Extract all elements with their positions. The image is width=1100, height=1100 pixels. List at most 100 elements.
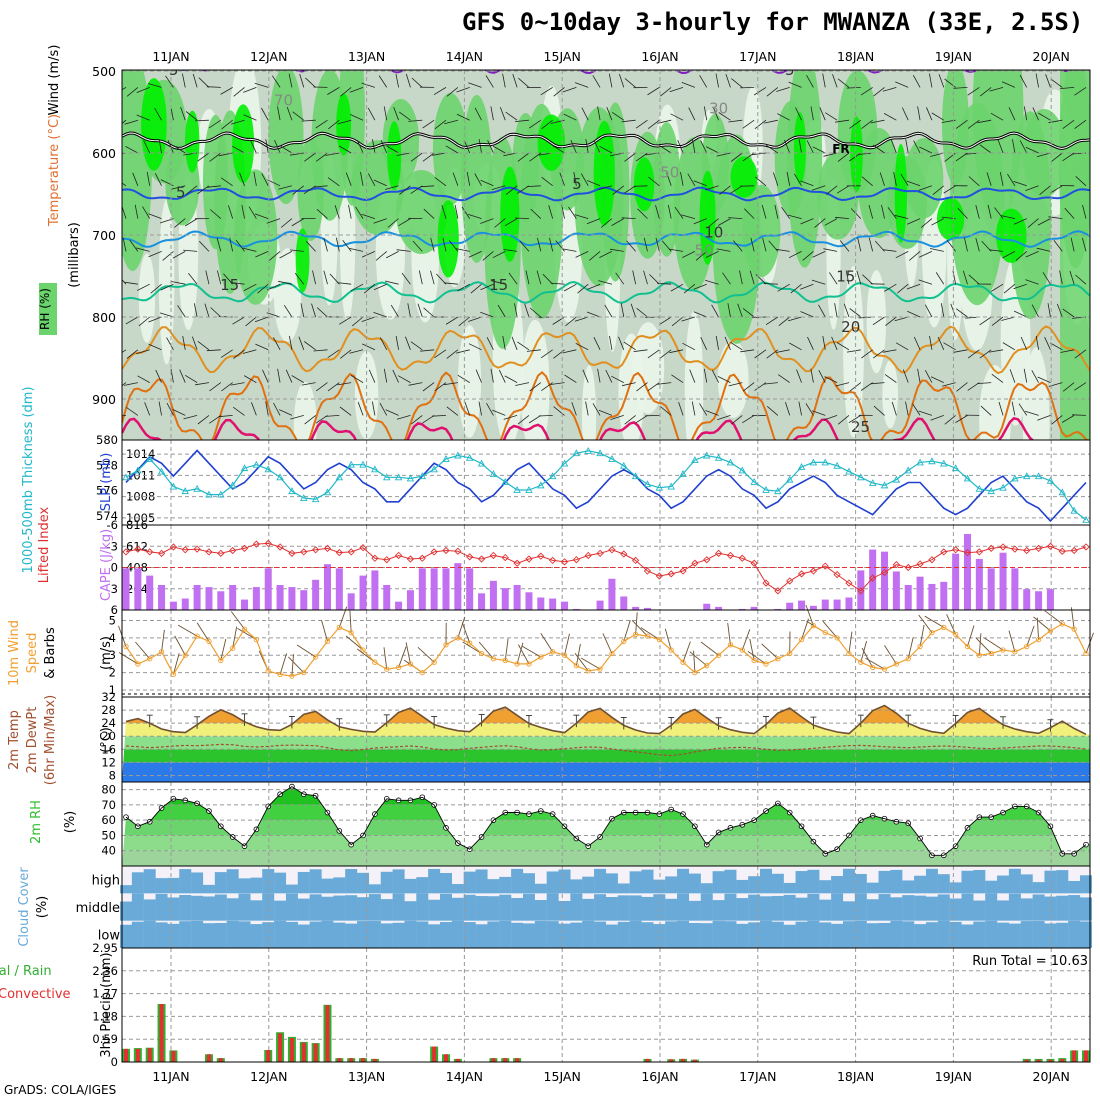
cloud-cover-cell bbox=[712, 900, 725, 921]
cape-bar bbox=[703, 603, 711, 610]
wind-barb bbox=[1062, 308, 1075, 318]
rh-saturated-region bbox=[996, 208, 1027, 263]
cloud-cover-cell bbox=[878, 922, 891, 948]
wind-barb bbox=[528, 415, 542, 424]
wind-barb bbox=[298, 336, 305, 350]
cloud-cover-cell bbox=[558, 923, 571, 948]
cloud-cover-cell bbox=[357, 872, 370, 894]
wind-barb bbox=[517, 415, 530, 425]
temperature-legend: Temperature (°C) bbox=[47, 114, 62, 227]
wind-barb bbox=[125, 146, 139, 154]
wind-barb bbox=[1019, 140, 1028, 154]
wind-barb-10m bbox=[640, 627, 660, 640]
wind-barb bbox=[894, 316, 909, 322]
lifted-index-point bbox=[371, 554, 379, 562]
contour-label: 15 bbox=[489, 276, 508, 294]
wind-barb bbox=[395, 73, 399, 88]
cloud-cover-cell bbox=[475, 869, 488, 894]
pressure-tick-label: 600 bbox=[92, 146, 116, 161]
wind-barb bbox=[946, 240, 956, 252]
pressure-tick-label: 500 bbox=[92, 64, 116, 79]
wind-barb bbox=[1035, 335, 1039, 350]
wind-speed-point bbox=[253, 636, 260, 643]
convective-bar bbox=[218, 1058, 223, 1062]
wind-barb bbox=[363, 283, 376, 294]
cape-bar bbox=[596, 600, 604, 610]
wind-barb bbox=[987, 204, 992, 219]
cape-bar bbox=[288, 587, 296, 610]
wind-barb bbox=[1032, 107, 1039, 121]
wind-barb bbox=[280, 218, 293, 228]
wind-barb bbox=[858, 152, 873, 155]
date-label-top: 19JAN bbox=[935, 49, 972, 64]
wind-barb bbox=[1042, 272, 1051, 285]
wind-barb bbox=[375, 251, 387, 261]
wind-barb-10m bbox=[504, 638, 509, 661]
cloud-cover-cell bbox=[416, 921, 429, 948]
wind-barb bbox=[722, 272, 731, 285]
wind-barb bbox=[989, 249, 1004, 252]
cape-bar bbox=[312, 579, 320, 610]
wind-barb bbox=[883, 113, 897, 121]
convective-bar bbox=[491, 1058, 496, 1062]
wind-barb bbox=[691, 401, 696, 416]
wind-speed-point bbox=[917, 643, 923, 650]
wind-barb bbox=[417, 303, 423, 318]
wind-barb-10m bbox=[232, 626, 238, 649]
wind-barb bbox=[243, 114, 257, 121]
wind-barb bbox=[689, 369, 696, 383]
wind-barb bbox=[220, 177, 233, 187]
wind-barb bbox=[990, 283, 1004, 292]
wind-barb bbox=[786, 171, 791, 186]
wind-barb bbox=[326, 53, 340, 55]
wind-barb bbox=[193, 303, 198, 318]
cloud-cover-cell bbox=[617, 895, 630, 921]
wind-speed-point bbox=[147, 656, 153, 662]
wind-barb bbox=[525, 270, 530, 285]
date-label-top: 20JAN bbox=[1033, 49, 1070, 64]
wind-barb bbox=[443, 382, 458, 386]
wind-barb bbox=[977, 382, 992, 384]
lifted-index-point bbox=[537, 552, 545, 560]
wind-barb bbox=[800, 218, 814, 225]
cloud-cover-cell bbox=[819, 922, 832, 948]
cloud-cover-cell bbox=[700, 893, 713, 921]
wind-barb bbox=[1025, 279, 1039, 285]
convective-bar bbox=[1084, 1050, 1088, 1062]
rh-saturated-region bbox=[633, 157, 655, 212]
wind-barb bbox=[941, 382, 956, 387]
cloud-cover-cell bbox=[641, 922, 654, 948]
wind-barb bbox=[1045, 74, 1051, 88]
wind-speed-point bbox=[929, 629, 935, 636]
wind-barb-10m bbox=[924, 615, 945, 628]
date-label-top: 13JAN bbox=[348, 49, 385, 64]
wind-barb bbox=[432, 53, 446, 55]
wind-barb bbox=[218, 415, 233, 418]
wind-barb-10m bbox=[321, 619, 328, 642]
wind-barb bbox=[304, 415, 316, 425]
wind-barb bbox=[129, 239, 139, 252]
cloud-cover-cell bbox=[712, 920, 725, 948]
wind-barb bbox=[917, 368, 921, 383]
lifted-index-point bbox=[1011, 545, 1019, 553]
wind-barb bbox=[716, 152, 731, 157]
temperature-tick-label: 28 bbox=[101, 703, 116, 717]
date-label-top: 18JAN bbox=[837, 49, 874, 64]
thickness-point bbox=[145, 455, 154, 462]
wind-speed-point bbox=[230, 645, 236, 651]
wind-barb bbox=[919, 146, 933, 154]
wind-barb bbox=[597, 106, 601, 121]
wind-barb bbox=[705, 185, 719, 191]
cloud-cover-cell bbox=[997, 900, 1010, 921]
wind-barb bbox=[433, 87, 447, 96]
wind-barb bbox=[621, 41, 624, 55]
rh-legend-swatch bbox=[39, 283, 57, 335]
wind-barb bbox=[529, 307, 542, 318]
contour-label: 30 bbox=[523, 32, 542, 50]
wind-barb bbox=[485, 75, 494, 88]
wind-barb bbox=[348, 204, 352, 219]
wind-barb bbox=[300, 303, 305, 318]
cape-bar bbox=[833, 599, 841, 610]
wind-barb bbox=[1007, 173, 1016, 187]
cloud-cover-cell bbox=[416, 893, 429, 921]
